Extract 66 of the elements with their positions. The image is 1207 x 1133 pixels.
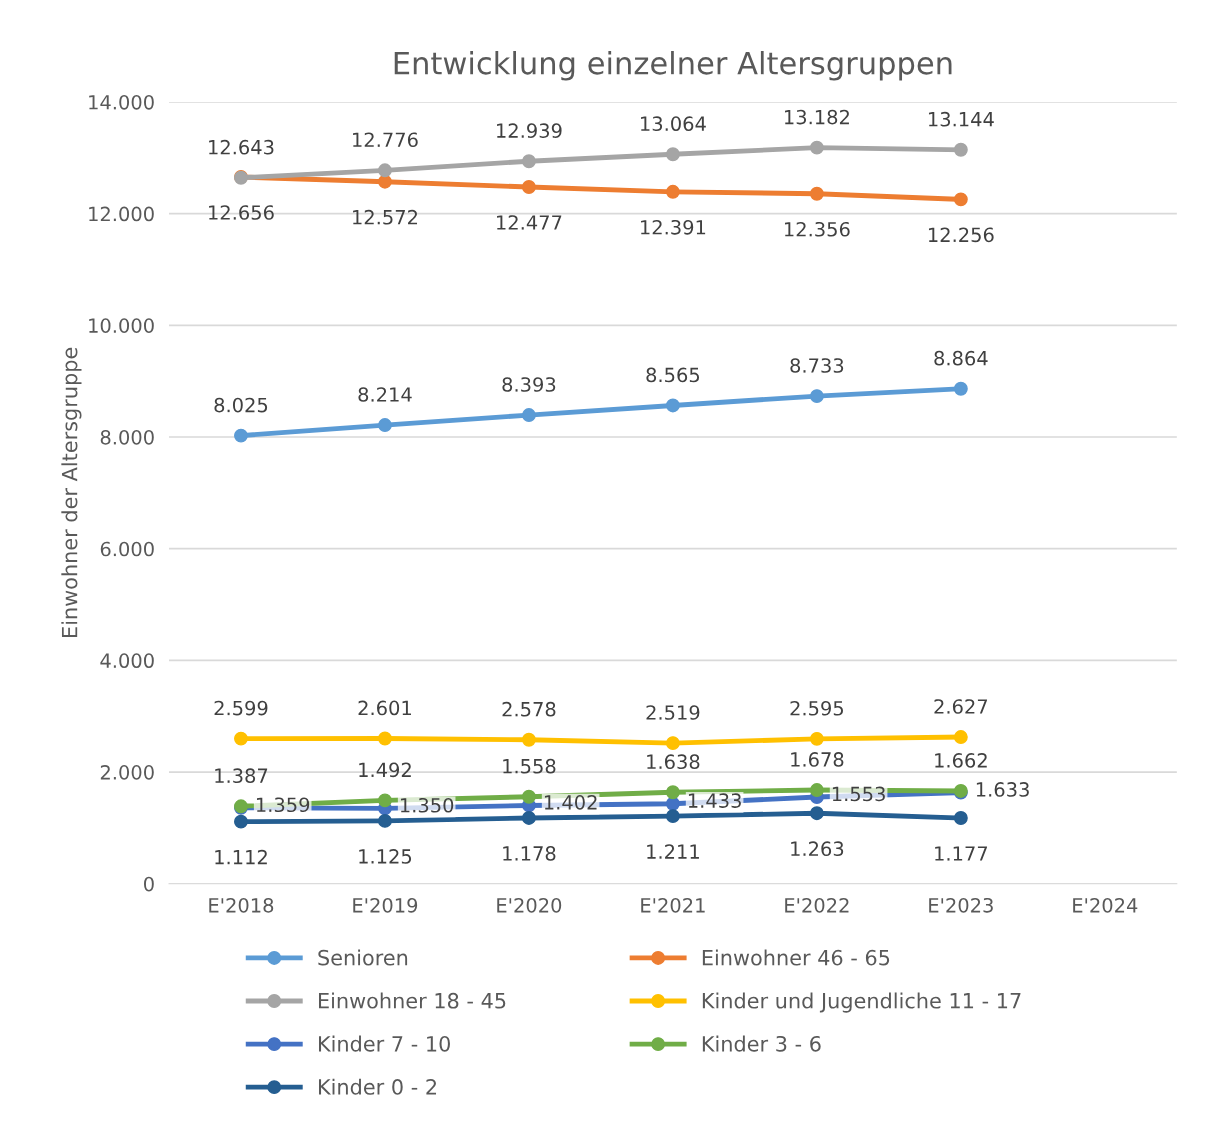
data-label: 2.627 — [934, 699, 988, 714]
chart-title: Entwicklung einzelner Altersgruppen — [394, 50, 952, 81]
data-label: 13.064 — [641, 116, 706, 132]
data-label: 1.387 — [215, 768, 268, 784]
x-tick-label: E'2019 — [353, 897, 418, 913]
x-tick-label: E'2022 — [785, 897, 849, 913]
data-label: 1.558 — [503, 758, 556, 774]
data-label: 1.662 — [935, 753, 987, 768]
x-tick-label: E'2020 — [497, 897, 562, 913]
x-tick-label: E'2023 — [929, 897, 993, 913]
data-label: 12.572 — [353, 209, 418, 225]
data-label: 8.864 — [934, 350, 988, 366]
data-label: 1.433 — [688, 793, 741, 808]
data-label: 1.211 — [647, 844, 699, 859]
legend-label: Kinder 3 - 6 — [702, 1035, 821, 1052]
y-tick-label: 10.000 — [89, 318, 154, 333]
x-tick-label: E'2018 — [209, 897, 274, 913]
data-label: 1.638 — [647, 754, 700, 770]
data-label: 12.256 — [928, 227, 994, 243]
data-label: 8.733 — [790, 358, 844, 373]
y-tick-label: 6.000 — [100, 541, 154, 557]
data-label: 12.776 — [353, 132, 418, 148]
data-label: 12.391 — [641, 219, 706, 235]
x-tick-label: E'2024 — [1073, 897, 1138, 913]
legend-label: Einwohner 18 - 45 — [318, 992, 506, 1009]
data-label: 1.633 — [976, 782, 1029, 797]
data-label: 12.643 — [209, 139, 274, 155]
y-tick-label: 4.000 — [100, 653, 154, 669]
data-label: 2.519 — [646, 705, 700, 720]
y-tick-label: 12.000 — [89, 206, 154, 222]
data-label: 1.263 — [791, 841, 844, 857]
data-label: 13.182 — [785, 109, 849, 125]
legend-label: Senioren — [318, 949, 408, 966]
data-label: 12.477 — [497, 215, 562, 230]
data-label: 2.578 — [502, 701, 556, 717]
data-label: 13.144 — [928, 111, 994, 127]
y-tick-label: 2.000 — [100, 765, 154, 780]
data-label: 1.402 — [544, 795, 597, 810]
data-label: 2.601 — [358, 700, 411, 716]
data-label: 1.359 — [256, 797, 310, 813]
data-label: 1.678 — [791, 752, 844, 767]
data-label: 12.939 — [497, 123, 562, 139]
y-tick-label: 0 — [144, 876, 154, 892]
y-tick-label: 14.000 — [89, 94, 154, 110]
y-axis-title: Einwohner der Altersgruppe — [61, 347, 82, 637]
y-tick-label: 8.000 — [100, 429, 154, 445]
data-label: 8.565 — [646, 367, 700, 383]
x-tick-label: E'2021 — [641, 897, 705, 913]
data-label: 2.599 — [214, 700, 268, 716]
data-label: 12.656 — [209, 205, 274, 220]
data-label: 2.595 — [790, 700, 844, 716]
data-label: 1.553 — [832, 786, 885, 802]
legend-label: Kinder und Jugendliche 11 - 17 — [702, 992, 1021, 1013]
data-label: 1.350 — [400, 797, 454, 813]
data-label: 8.025 — [214, 397, 268, 413]
data-label: 1.125 — [359, 849, 412, 864]
data-label: 1.492 — [359, 762, 411, 778]
data-label: 8.393 — [502, 377, 556, 392]
legend-label: Einwohner 46 - 65 — [702, 949, 890, 966]
data-label: 12.356 — [785, 221, 850, 237]
legend-label: Kinder 7 - 10 — [318, 1035, 450, 1052]
data-label: 8.214 — [358, 387, 412, 402]
data-label: 1.177 — [935, 846, 988, 861]
data-label: 1.112 — [215, 849, 267, 865]
data-label: 1.178 — [503, 846, 556, 861]
legend-label: Kinder 0 - 2 — [318, 1078, 437, 1095]
